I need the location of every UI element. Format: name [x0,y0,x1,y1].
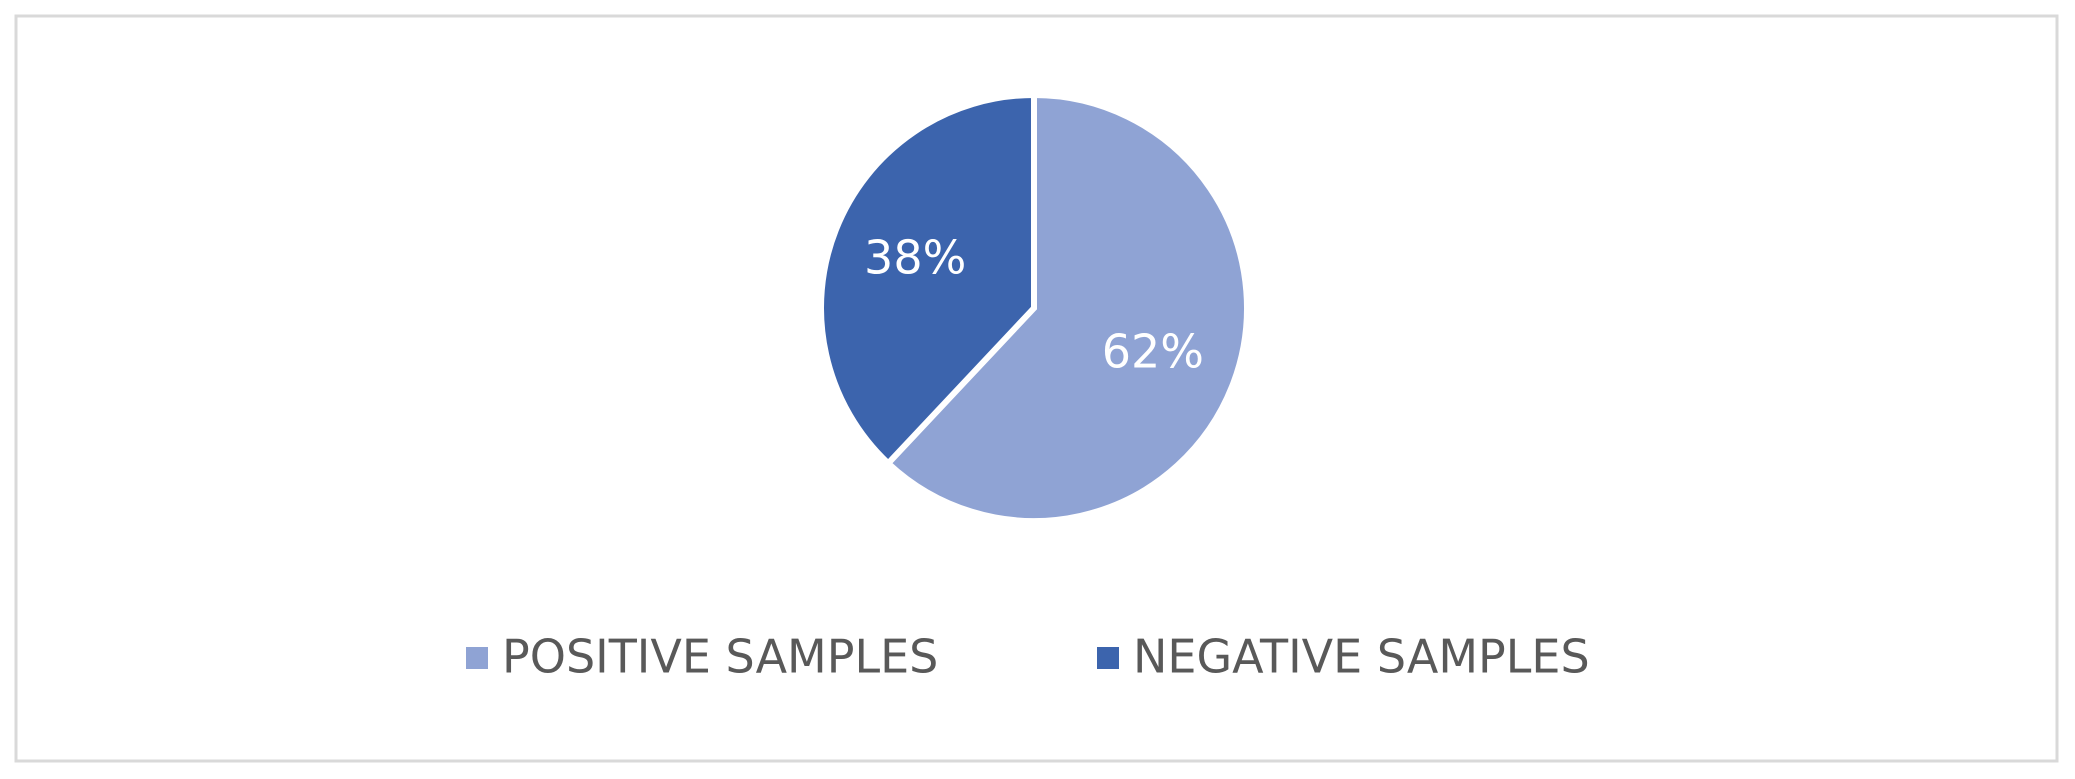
legend-swatch [466,647,488,669]
data-label: 62% [1102,325,1204,379]
data-label: 38% [864,230,966,284]
legend-label: NEGATIVE SAMPLES [1133,630,1590,684]
pie-slice [818,91,1037,468]
legend-label: POSITIVE SAMPLES [502,630,938,684]
pie-slice [883,91,1250,524]
legend-swatch [1097,647,1119,669]
